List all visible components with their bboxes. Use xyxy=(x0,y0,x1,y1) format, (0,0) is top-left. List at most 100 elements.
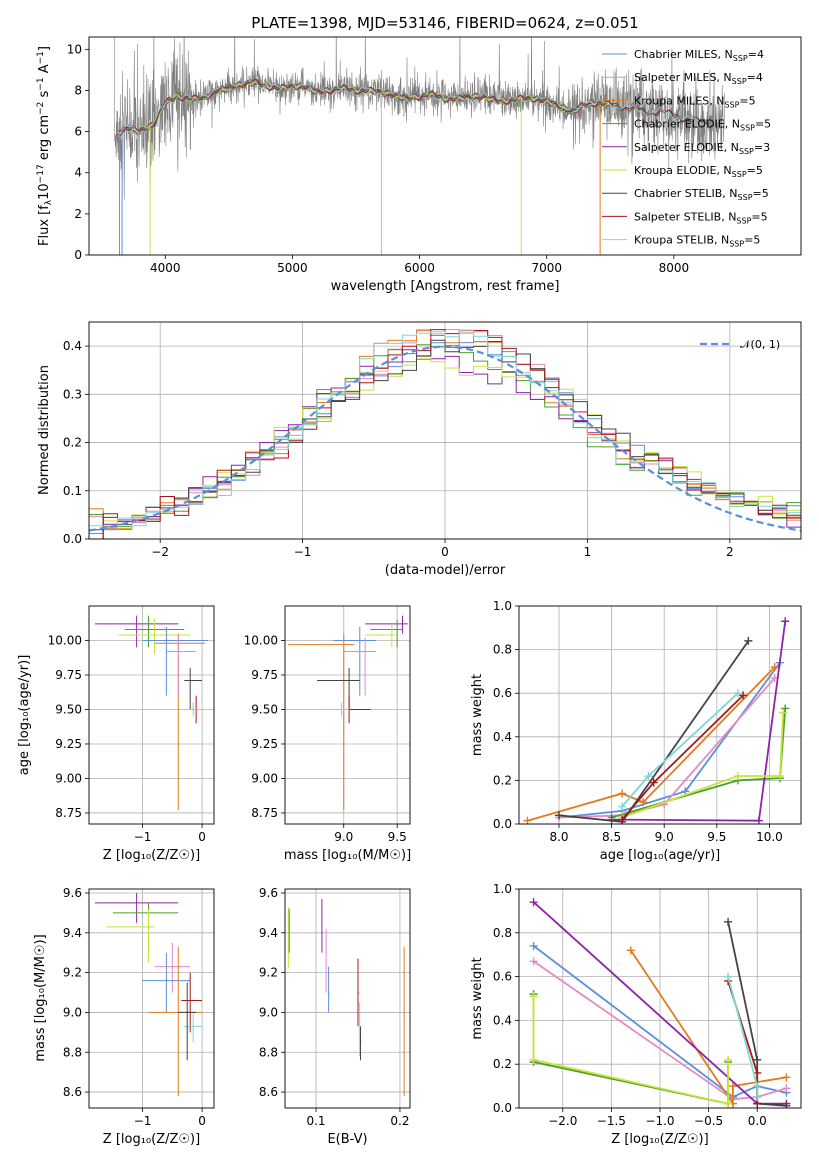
weight-marker xyxy=(618,802,627,811)
y-axis-label-part: A xyxy=(37,64,52,77)
x-tick-label: −1 xyxy=(294,545,312,559)
y-axis-label-part: ] xyxy=(37,46,52,51)
legend-name: Kroupa ELODIE, N xyxy=(634,164,732,177)
y-tick-label: 9.6 xyxy=(63,886,82,900)
legend-name: Salpeter STELIB, N xyxy=(634,210,736,223)
y-tick-label: 0.6 xyxy=(493,970,512,984)
x-tick-label: 0 xyxy=(198,1114,206,1128)
y-tick-label: 9.25 xyxy=(251,737,278,751)
weight-line-c3 xyxy=(630,949,787,1107)
panel-mass_vs_ebv: 0.1 0.2 8.6 8.8 9.0 9.2 9.4 9.6 E(B-V) xyxy=(259,886,411,1147)
normal-curve xyxy=(89,345,801,532)
legend-name: Chabrier ELODIE, N xyxy=(634,118,740,131)
x-axis-label: Z [log₁₀(Z/Z☉)] xyxy=(103,1132,200,1147)
y-axis-label-part: −1 xyxy=(36,77,46,90)
legend-sub: SSP xyxy=(732,170,747,179)
weight-marker xyxy=(724,1055,733,1064)
y-tick-label: 10.00 xyxy=(48,633,82,647)
weight-marker xyxy=(724,972,733,981)
x-tick-label: 0 xyxy=(198,830,206,844)
weight-line-c2 xyxy=(533,960,787,1101)
legend-count: =5 xyxy=(739,94,755,107)
legend-sub: SSP xyxy=(724,100,739,109)
legend-entry: Chabrier STELIB, NSSP=5 xyxy=(634,187,769,202)
weight-marker xyxy=(753,1093,762,1102)
y-tick-label: 0.3 xyxy=(63,387,82,401)
legend-entry: Chabrier ELODIE, NSSP=5 xyxy=(634,118,771,133)
x-tick-label: 0.2 xyxy=(390,1114,409,1128)
y-tick-label: 0.4 xyxy=(493,730,512,744)
x-tick-label: 9.5 xyxy=(707,830,726,844)
legend-entry: Kroupa MILES, NSSP=5 xyxy=(634,94,756,109)
y-tick-label: 9.0 xyxy=(259,1005,278,1019)
panel-mass_vs_Z: −1 0 8.6 8.8 9.0 9.2 9.4 9.6 Z [log₁₀(Z/Z☉)] mass… xyxy=(33,886,215,1147)
weight-marker xyxy=(744,636,753,645)
y-tick-label: 4 xyxy=(74,166,82,180)
x-tick-label: −1 xyxy=(134,830,152,844)
x-tick-label: 0 xyxy=(441,545,449,559)
x-axis-label: wavelength [Angstrom, rest frame] xyxy=(331,279,560,294)
weight-marker xyxy=(529,992,538,1001)
y-tick-label: 0.2 xyxy=(63,436,82,450)
weight-marker xyxy=(529,898,538,907)
y-axis-label-part: s xyxy=(37,90,52,101)
y-axis-label: age [log₁₀(age/yr)] xyxy=(17,655,32,776)
y-axis-label-part: −17 xyxy=(36,164,46,183)
weight-line-c6 xyxy=(532,996,729,1105)
x-tick-label: 9.0 xyxy=(334,830,353,844)
legend-entry: Chabrier MILES, NSSP=4 xyxy=(634,48,764,63)
y-tick-label: 0.0 xyxy=(63,532,82,546)
legend-sub: SSP xyxy=(740,124,755,133)
legend-name: Salpeter ELODIE, N xyxy=(634,141,739,154)
y-axis-label-part: Flux [f xyxy=(37,205,52,246)
y-tick-label: 0.0 xyxy=(493,817,512,831)
weight-marker xyxy=(782,1073,791,1082)
y-tick-label: 0.8 xyxy=(493,643,512,657)
x-tick-label: 8.0 xyxy=(549,830,568,844)
y-tick-label: 2 xyxy=(74,207,82,221)
weight-marker xyxy=(753,1082,762,1091)
weight-marker xyxy=(770,663,779,672)
x-tick-label: 8.5 xyxy=(602,830,621,844)
x-tick-label: −1 xyxy=(134,1114,152,1128)
weight-marker xyxy=(618,815,627,824)
legend-name: Kroupa STELIB, N xyxy=(634,234,729,247)
y-axis-label: mass [log₁₀(M/M☉)] xyxy=(33,934,48,1061)
weight-marker xyxy=(649,778,658,787)
y-tick-label: 9.50 xyxy=(251,702,278,716)
x-tick-label: 10.0 xyxy=(756,830,783,844)
legend-count: =4 xyxy=(747,71,763,84)
x-tick-label: 0.0 xyxy=(748,1114,767,1128)
plot-area xyxy=(523,617,790,824)
legend-sub: SSP xyxy=(738,193,753,202)
weight-line-c9 xyxy=(621,692,739,808)
weight-marker xyxy=(782,1084,791,1093)
panel-weight_vs_Z: −2.0 −1.5 −1.0 −0.5 0.0 0.0 0.2 0.4 0.6 0.8 1.0 Z [… xyxy=(470,882,802,1147)
y-tick-label: 9.4 xyxy=(259,926,278,940)
x-tick-label: 7000 xyxy=(531,261,562,275)
y-tick-label: 0.2 xyxy=(493,773,512,787)
y-tick-label: 9.6 xyxy=(259,886,278,900)
axes-frame xyxy=(88,36,802,256)
plot-area xyxy=(288,615,408,811)
x-tick-label: −0.5 xyxy=(694,1114,723,1128)
y-tick-label: 9.00 xyxy=(55,771,82,785)
legend-count: =5 xyxy=(747,164,763,177)
y-tick-label: 8.8 xyxy=(63,1045,82,1059)
weight-marker xyxy=(781,704,790,713)
legend-name: Chabrier MILES, N xyxy=(634,48,733,61)
legend-count: =3 xyxy=(754,141,770,154)
y-tick-label: 8.8 xyxy=(259,1045,278,1059)
x-axis-label: (data-model)/error xyxy=(385,563,506,578)
weight-marker xyxy=(779,708,788,717)
weight-marker xyxy=(529,1055,538,1064)
model-spectrum-c8 xyxy=(116,79,713,137)
plot-area xyxy=(114,37,725,255)
legend-entry: Salpeter ELODIE, NSSP=3 xyxy=(634,141,770,156)
axes-frame xyxy=(284,605,411,825)
y-tick-label: 9.4 xyxy=(63,926,82,940)
y-tick-label: 0.2 xyxy=(493,1057,512,1071)
weight-line-c7 xyxy=(558,640,750,823)
